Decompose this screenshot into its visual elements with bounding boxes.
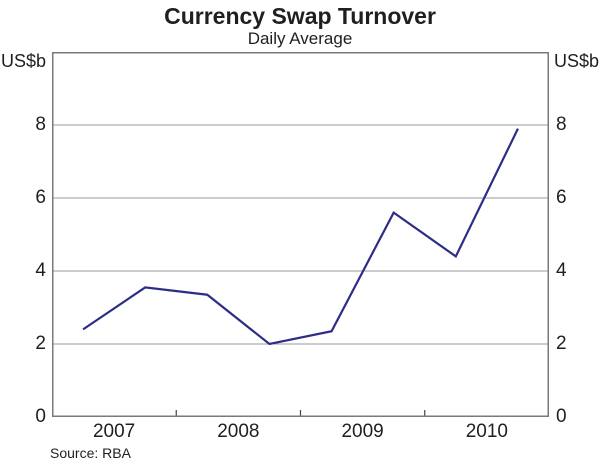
y-axis-unit-left: US$b: [1, 51, 47, 71]
y-tick-label-left: 4: [35, 260, 46, 281]
y-tick-label-left: 2: [35, 333, 46, 354]
x-tick-label-year: 2007: [92, 421, 136, 442]
chart-subtitle: Daily Average: [247, 29, 353, 48]
line-chart-svg: [52, 52, 549, 417]
x-tick-label-year: 2010: [465, 421, 509, 442]
y-tick-label-right: 0: [556, 406, 567, 427]
y-tick-label-left: 8: [35, 114, 46, 135]
y-tick-label-right: 4: [556, 260, 567, 281]
x-tick-label-year: 2008: [217, 421, 260, 442]
y-tick-label-right: 6: [556, 187, 567, 208]
y-tick-label-left: 0: [35, 406, 46, 427]
y-tick-label-left: 6: [35, 187, 46, 208]
turnover-line-series: [82, 128, 519, 346]
plot-area: [52, 52, 549, 417]
y-axis-unit-right: US$b: [554, 51, 600, 71]
source-note: Source: RBA: [50, 445, 131, 461]
x-tick-label-year: 2009: [341, 421, 384, 442]
y-tick-label-right: 8: [556, 114, 567, 135]
chart-title: Currency Swap Turnover: [164, 3, 436, 29]
plot-frame: [52, 52, 549, 417]
y-tick-label-right: 2: [556, 333, 567, 354]
